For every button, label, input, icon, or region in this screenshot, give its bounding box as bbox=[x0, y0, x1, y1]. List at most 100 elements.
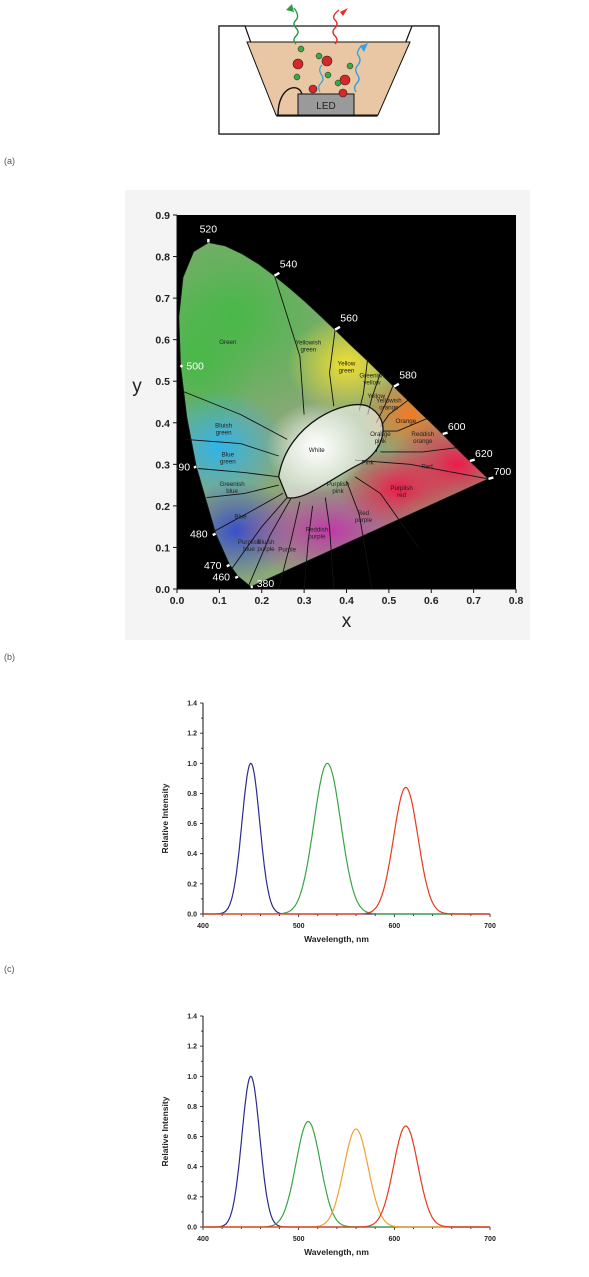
panel-label-c: (c) bbox=[4, 964, 15, 974]
region-label-word: blue bbox=[243, 546, 255, 553]
led-chip-label: LED bbox=[316, 101, 335, 112]
phosphor-red-particle bbox=[340, 75, 350, 85]
y-tick-label: 1.4 bbox=[187, 701, 197, 708]
region-label: Orange bbox=[396, 418, 417, 425]
spectrum-chart-rgyb: 0.0 0.2 0.4 0.6 0.8 1.0 1.2 1.4 400 500 600 700 Wave… bbox=[0, 1003, 589, 1273]
region-label-word: yellow bbox=[363, 380, 381, 387]
phosphor-red-particle bbox=[339, 89, 347, 97]
y-tick-label: 0.6 bbox=[187, 1134, 197, 1141]
y-tick-label: 0.4 bbox=[187, 1164, 197, 1171]
region-label-word: green bbox=[339, 367, 355, 374]
region-label-word: Blue bbox=[222, 452, 235, 459]
wavelength-label: 520 bbox=[200, 223, 218, 235]
region-label-word: orange bbox=[379, 405, 399, 412]
red-arrowhead bbox=[340, 8, 348, 16]
x-axis-label: Wavelength, nm bbox=[304, 934, 369, 944]
x-axis-label: x bbox=[342, 611, 352, 632]
wavelength-tick bbox=[235, 577, 238, 578]
y-tick-label: 0.0 bbox=[187, 912, 197, 919]
y-tick-label: 0.2 bbox=[155, 501, 170, 513]
series-line-1 bbox=[203, 1122, 490, 1228]
y-tick-label: 0.8 bbox=[155, 252, 170, 264]
x-tick-label: 0.7 bbox=[466, 595, 481, 607]
y-axis-label: y bbox=[132, 376, 142, 397]
x-tick-label: 600 bbox=[388, 923, 400, 930]
y-tick-label: 1.2 bbox=[187, 731, 197, 738]
region-label: Yellowish orange bbox=[376, 398, 402, 412]
region-label-word: Purplish bbox=[327, 481, 350, 488]
region-label: Reddish orange bbox=[411, 431, 434, 445]
region-label-word: Yellow bbox=[338, 360, 356, 367]
phosphor-red-particle bbox=[293, 59, 303, 69]
region-label-word: orange bbox=[413, 438, 433, 445]
y-tick-label: 0.1 bbox=[155, 542, 170, 554]
series-line-3 bbox=[203, 1126, 490, 1227]
region-label: Reddish purple bbox=[305, 526, 328, 540]
x-tick-label: 0.4 bbox=[339, 595, 354, 607]
green-arrowhead bbox=[286, 4, 294, 12]
wavelength-label: 500 bbox=[186, 360, 204, 372]
y-tick-label: 0.4 bbox=[187, 851, 197, 858]
region-label-word: Reddish bbox=[305, 526, 328, 533]
region-label-word: Bluish bbox=[215, 423, 232, 430]
wavelength-tick bbox=[488, 477, 493, 478]
region-label-word: Greenish bbox=[220, 481, 246, 488]
y-tick-label: 0.6 bbox=[187, 821, 197, 828]
wavelength-label: 560 bbox=[340, 313, 358, 325]
y-tick-label: 0.9 bbox=[155, 210, 170, 222]
x-tick-label: 700 bbox=[484, 1236, 496, 1243]
region-label-word: green bbox=[220, 459, 236, 466]
wavelength-label: 470 bbox=[204, 560, 222, 572]
y-tick-label: 0.7 bbox=[155, 293, 170, 305]
region-label-word: Purplish bbox=[238, 539, 261, 546]
region-label: Yellow green bbox=[338, 360, 356, 374]
phosphor-green-particle bbox=[316, 53, 322, 59]
y-tick-label: 0.2 bbox=[187, 1194, 197, 1201]
x-tick-label: 0.1 bbox=[212, 595, 227, 607]
x-tick-label: 0.3 bbox=[297, 595, 312, 607]
x-tick-label: 400 bbox=[197, 1236, 209, 1243]
phosphor-green-particle bbox=[298, 46, 304, 52]
x-tick-label: 0.6 bbox=[424, 595, 439, 607]
region-label-word: pink bbox=[375, 438, 387, 445]
y-tick-label: 0.2 bbox=[187, 881, 197, 888]
region-label-word: green bbox=[300, 346, 316, 353]
y-axis-label: Relative Intensity bbox=[160, 783, 170, 853]
wavelength-label: 600 bbox=[448, 421, 466, 433]
y-tick-label: 1.0 bbox=[187, 761, 197, 768]
region-label-word: Orange bbox=[370, 431, 391, 438]
wavelength-label: 700 bbox=[494, 466, 512, 478]
wavelength-tick bbox=[180, 365, 182, 366]
region-label: Pink bbox=[362, 459, 375, 466]
region-label: White bbox=[309, 447, 325, 454]
y-tick-label: 1.2 bbox=[187, 1044, 197, 1051]
series-line-2 bbox=[203, 787, 490, 914]
region-label-word: red bbox=[397, 492, 407, 499]
region-label: Blue green bbox=[220, 452, 236, 466]
y-tick-label: 1.4 bbox=[187, 1014, 197, 1021]
y-tick-label: 0.8 bbox=[187, 791, 197, 798]
wavelength-tick bbox=[443, 433, 448, 434]
y-tick-label: 1.0 bbox=[187, 1074, 197, 1081]
led-diagram: LED bbox=[0, 0, 589, 140]
x-tick-label: 0.5 bbox=[382, 595, 397, 607]
phosphor-green-particle bbox=[325, 72, 331, 78]
y-tick-label: 0.3 bbox=[155, 459, 170, 471]
region-label-word: Red bbox=[358, 510, 370, 517]
phosphor-green-particle bbox=[335, 80, 341, 86]
x-tick-label: 0.8 bbox=[509, 595, 524, 607]
region-label: Bluish green bbox=[215, 423, 232, 437]
panel-label-b: (b) bbox=[4, 652, 15, 662]
region-label: Purple bbox=[278, 547, 296, 554]
region-label-word: Yellowish bbox=[376, 398, 402, 405]
y-tick-label: 0.0 bbox=[155, 584, 170, 596]
phosphor-red-particle bbox=[322, 56, 332, 66]
y-tick-label: 0.8 bbox=[187, 1104, 197, 1111]
region-label-word: green bbox=[216, 430, 232, 437]
x-tick-label: 400 bbox=[197, 923, 209, 930]
wavelength-label: 580 bbox=[399, 370, 417, 382]
panel-label-a: (a) bbox=[4, 156, 15, 166]
wavelength-label: 480 bbox=[190, 529, 208, 541]
x-tick-label: 700 bbox=[484, 923, 496, 930]
